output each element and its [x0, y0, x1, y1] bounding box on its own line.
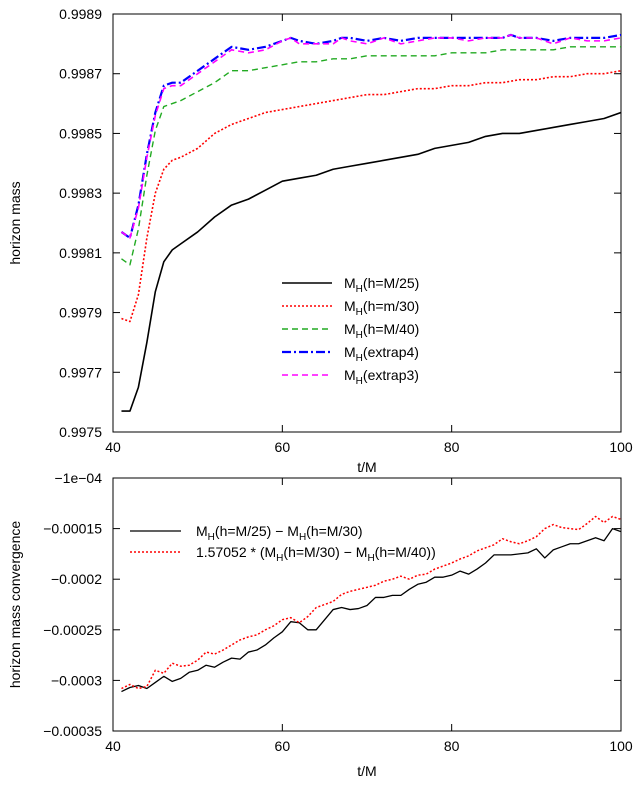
y-tick-label: −1e−04: [55, 470, 103, 486]
y-tick-label: 0.9979: [59, 305, 102, 321]
series-line-1: [121, 69, 621, 323]
y-tick-label: −0.00025: [43, 622, 102, 638]
y-tick-label: 0.9987: [59, 66, 102, 82]
x-axis-title: t/M: [357, 459, 376, 475]
series-line-1: [121, 515, 621, 690]
x-axis-title: t/M: [357, 763, 376, 779]
x-tick-label: 100: [609, 439, 633, 455]
x-tick-label: 80: [444, 439, 460, 455]
y-tick-label: −0.0003: [51, 672, 102, 688]
y-axis-title: horizon mass: [7, 181, 23, 264]
x-tick-label: 40: [105, 738, 121, 754]
legend-label: MH(h=M/40): [344, 321, 419, 341]
y-tick-label: 0.9981: [59, 245, 102, 261]
legend-label: MH(h=M/25): [344, 275, 419, 295]
chart-panel-convergence: 40 60 80 100 −1e−04 −0.00015 −0.0002 −0.00025 −0…: [7, 470, 633, 779]
legend: MH(h=M/25) − MH(h=M/30)1.57052 * (MH(h=M…: [130, 523, 436, 564]
x-tick-label: 40: [105, 439, 121, 455]
series-line-2: [121, 46, 621, 266]
x-tick-label: 60: [275, 439, 291, 455]
legend-label: MH(h=M/25) − MH(h=M/30): [196, 523, 363, 543]
series-line-3: [120, 33, 621, 240]
y-tick-label: 0.9989: [59, 6, 102, 22]
legend-label: MH(extrap4): [344, 344, 419, 364]
series-line-4: [121, 34, 621, 239]
legend-label: 1.57052 * (MH(h=M/30) − MH(h=M/40)): [196, 544, 436, 564]
y-tick-label: 0.9975: [59, 424, 102, 440]
y-axis-title: horizon mass convergence: [7, 521, 23, 689]
y-tick-label: 0.9985: [59, 125, 102, 141]
x-tick-label: 80: [444, 738, 460, 754]
y-tick-label: −0.00015: [43, 521, 102, 537]
x-tick-label: 100: [609, 738, 633, 754]
legend: MH(h=M/25) MH(h=m/30) MH(h=M/40) MH(extrap4…: [282, 275, 419, 387]
y-tick-label: 0.9977: [59, 364, 102, 380]
x-tick-label: 60: [275, 738, 291, 754]
y-tick-label: −0.00035: [43, 723, 102, 739]
legend-label: MH(h=m/30): [344, 298, 419, 318]
series-line-0: [121, 111, 621, 412]
series-line-0: [121, 527, 621, 693]
chart-panel-horizon-mass: 40 60 80 100 0.9975 0.9977 0.9979 0.9981 0.9983 0…: [7, 6, 633, 475]
y-tick-label: −0.0002: [51, 571, 102, 587]
legend-label: MH(extrap3): [344, 367, 419, 387]
plot-frame: [112, 13, 622, 433]
plot-frame: [112, 477, 622, 732]
y-tick-label: 0.9983: [59, 185, 102, 201]
